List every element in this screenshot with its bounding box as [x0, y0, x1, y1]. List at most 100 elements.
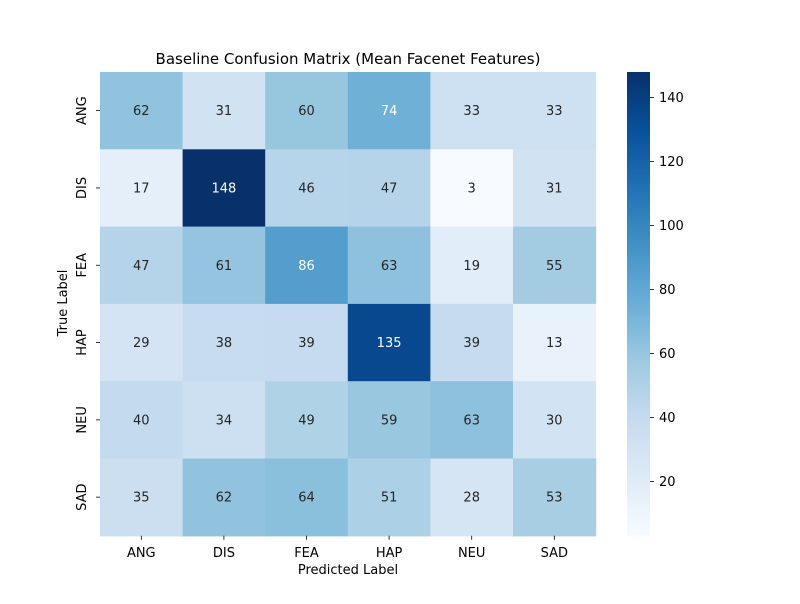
- cell-value-label: 60: [298, 104, 315, 119]
- colorbar-tick-label: 60: [659, 347, 676, 362]
- heatmap-cell: [513, 149, 597, 228]
- cell-value-label: 33: [546, 104, 563, 119]
- heatmap-cell: [182, 458, 266, 537]
- cell-value-label: 31: [216, 104, 233, 119]
- colorbar-tick-label: 20: [659, 475, 676, 490]
- heatmap-cells: 62 31 60 74 33 33 17 148 46 47 3 31 47 61 86 63 19 55 29 38…: [100, 72, 597, 537]
- heatmap-cell: [347, 226, 431, 305]
- heatmap-cell: [100, 303, 184, 382]
- y-tick-label: NEU: [75, 406, 90, 433]
- colorbar: 20 40 60 80 100 120 140: [627, 72, 684, 536]
- x-tick-label: SAD: [541, 546, 568, 561]
- heatmap-cell: [182, 381, 266, 460]
- cell-value-label: 53: [546, 491, 563, 506]
- cell-value-label: 51: [381, 491, 398, 506]
- cell-value-label: 19: [463, 259, 480, 274]
- x-tick-label: NEU: [458, 546, 485, 561]
- heatmap-cell: [100, 72, 184, 150]
- heatmap-cell: [347, 458, 431, 537]
- y-tick-label: DIS: [75, 177, 90, 199]
- heatmap-cell: [347, 381, 431, 460]
- y-tick-label: SAD: [75, 483, 90, 510]
- x-tick-label: ANG: [127, 546, 156, 561]
- colorbar-tick-label: 120: [659, 155, 684, 170]
- cell-value-label: 29: [133, 336, 150, 351]
- colorbar-tick-label: 100: [659, 219, 684, 234]
- heatmap-cell: [265, 458, 349, 537]
- colorbar-tick-label: 40: [659, 411, 676, 426]
- cell-value-label: 30: [546, 413, 563, 428]
- x-tick-label: HAP: [376, 546, 403, 561]
- cell-value-label: 64: [298, 491, 315, 506]
- colorbar-tick-label: 80: [659, 283, 676, 298]
- heatmap-cell: [100, 149, 184, 228]
- cell-value-label: 28: [463, 491, 480, 506]
- colorbar-tick-label: 140: [659, 91, 684, 106]
- heatmap-cell: [100, 458, 184, 537]
- heatmap-cell: [513, 303, 597, 382]
- heatmap-cell: [513, 226, 597, 305]
- heatmap-cell: [182, 149, 266, 228]
- cell-value-label: 39: [463, 336, 480, 351]
- cell-value-label: 63: [463, 413, 480, 428]
- cell-value-label: 47: [381, 181, 398, 196]
- heatmap-cell: [265, 381, 349, 460]
- y-tick-label: FEA: [75, 253, 90, 278]
- heatmap-cell: [347, 72, 431, 150]
- y-tick-label: HAP: [75, 329, 90, 356]
- cell-value-label: 61: [216, 259, 233, 274]
- heatmap-cell: [430, 72, 514, 150]
- cell-value-label: 46: [298, 181, 315, 196]
- heatmap-cell: [430, 149, 514, 228]
- heatmap-cell: [430, 226, 514, 305]
- y-tick-label: ANG: [75, 96, 90, 125]
- cell-value-label: 31: [546, 181, 563, 196]
- y-axis: ANG DIS FEA HAP NEU SAD: [75, 96, 100, 511]
- heatmap-cell: [430, 458, 514, 537]
- cell-value-label: 35: [133, 491, 150, 506]
- x-tick-label: DIS: [213, 546, 235, 561]
- cell-value-label: 3: [468, 181, 476, 196]
- heatmap-cell: [100, 226, 184, 305]
- heatmap-cell: [182, 303, 266, 382]
- x-axis: ANG DIS FEA HAP NEU SAD: [127, 535, 568, 561]
- heatmap-cell: [513, 458, 597, 537]
- cell-value-label: 135: [377, 336, 402, 351]
- heatmap-cell: [265, 149, 349, 228]
- cell-value-label: 63: [381, 259, 398, 274]
- cell-value-label: 39: [298, 336, 315, 351]
- heatmap-cell: [265, 72, 349, 150]
- y-axis-label: True Label: [56, 270, 71, 338]
- heatmap-cell: [513, 72, 597, 150]
- chart-title: Baseline Confusion Matrix (Mean Facenet …: [156, 50, 541, 68]
- heatmap-cell: [430, 303, 514, 382]
- cell-value-label: 33: [463, 104, 480, 119]
- cell-value-label: 62: [216, 491, 233, 506]
- cell-value-label: 74: [381, 104, 398, 119]
- cell-value-label: 86: [298, 259, 315, 274]
- cell-value-label: 59: [381, 413, 398, 428]
- heatmap-cell: [347, 149, 431, 228]
- heatmap-cell: [265, 226, 349, 305]
- cell-value-label: 47: [133, 259, 150, 274]
- cell-value-label: 40: [133, 413, 150, 428]
- heatmap-cell: [265, 303, 349, 382]
- cell-value-label: 49: [298, 413, 315, 428]
- colorbar-gradient-bar: [627, 72, 650, 536]
- x-axis-label: Predicted Label: [298, 563, 398, 578]
- heatmap-cell: [430, 381, 514, 460]
- cell-value-label: 38: [216, 336, 233, 351]
- heatmap-cell: [100, 381, 184, 460]
- cell-value-label: 34: [216, 413, 233, 428]
- cell-value-label: 148: [211, 181, 236, 196]
- cell-value-label: 13: [546, 336, 563, 351]
- heatmap-cell: [347, 303, 431, 382]
- heatmap-cell: [182, 72, 266, 150]
- cell-value-label: 17: [133, 181, 150, 196]
- heatmap-cell: [513, 381, 597, 460]
- heatmap-cell: [182, 226, 266, 305]
- cell-value-label: 55: [546, 259, 563, 274]
- x-tick-label: FEA: [294, 546, 319, 561]
